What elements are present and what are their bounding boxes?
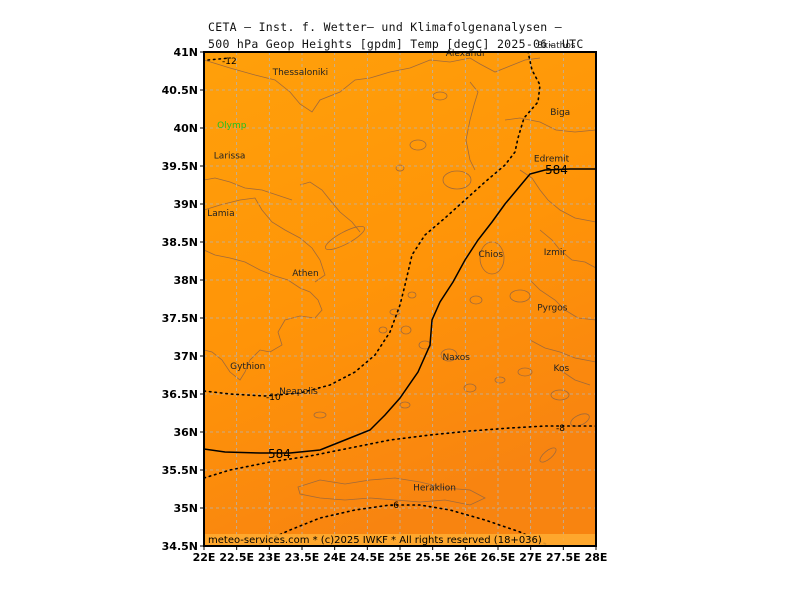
- longitude-tick-label: 24E: [323, 551, 346, 564]
- place-label: Neapolis: [279, 387, 318, 397]
- longitude-tick-label: 25E: [389, 551, 412, 564]
- place-label: Athen: [292, 269, 318, 279]
- isotherm-minus-10: [204, 52, 541, 397]
- isotherm-minus-6: [254, 504, 551, 546]
- longitude-tick-label: 24.5E: [350, 551, 385, 564]
- longitude-tick-label: 28E: [585, 551, 608, 564]
- longitude-tick-label: 23E: [258, 551, 281, 564]
- graticule: [204, 52, 596, 546]
- longitude-tick-label: 23.5E: [285, 551, 320, 564]
- isotherm-label-minus-6: -6: [390, 501, 399, 511]
- latitude-tick-label: 37.5N: [162, 312, 198, 325]
- place-label: Alexandr: [446, 49, 486, 59]
- place-label: Larissa: [214, 151, 246, 161]
- contour-label-584-east: 584: [545, 163, 568, 177]
- place-labels: Thessaloniki Alexandr Skiathos Olymp Biga Lar…: [207, 41, 576, 493]
- latitude-tick-label: 36N: [173, 426, 198, 439]
- place-label: Chios: [478, 250, 503, 260]
- latitude-tick-label: 39N: [173, 198, 198, 211]
- contour-label-584-west: 584: [268, 447, 291, 461]
- place-label: Skiathos: [537, 41, 576, 51]
- coastline-layer: [204, 57, 596, 506]
- place-label: Izmir: [544, 248, 567, 258]
- contour-labels: 584 584 -12 -10 -8 -6: [222, 57, 568, 511]
- map-title-line1: CETA – Inst. f. Wetter– und Klimafolgena…: [208, 20, 562, 34]
- longitude-labels: 22E 22.5E 23E 23.5E 24E 24.5E 25E 25.5E 26E 26.5E…: [193, 546, 608, 564]
- place-label: Biga: [550, 108, 570, 118]
- longitude-tick-label: 26.5E: [481, 551, 516, 564]
- latitude-tick-label: 41N: [173, 46, 198, 59]
- latitude-tick-label: 36.5N: [162, 388, 198, 401]
- latitude-labels: 41N 40.5N 40N 39.5N 39N 38.5N 38N 37.5N 37N 36.5N…: [162, 46, 204, 553]
- place-label: Lamia: [207, 209, 234, 219]
- latitude-tick-label: 38N: [173, 274, 198, 287]
- isotherm-label-minus-10: -10: [266, 393, 281, 403]
- longitude-tick-label: 26E: [454, 551, 477, 564]
- place-label: Kos: [554, 364, 570, 374]
- latitude-tick-label: 35.5N: [162, 464, 198, 477]
- place-label: Pyrgos: [537, 303, 568, 313]
- copyright-footer: meteo-services.com * (c)2025 IWKF * All …: [208, 535, 542, 546]
- isotherm-label-minus-12: -12: [222, 57, 237, 67]
- height-contour-584: [204, 168, 596, 454]
- isotherm-minus-12: [207, 57, 231, 61]
- longitude-tick-label: 27E: [519, 551, 542, 564]
- latitude-tick-label: 37N: [173, 350, 198, 363]
- place-label: Edremit: [534, 154, 570, 164]
- latitude-tick-label: 40N: [173, 122, 198, 135]
- map-title-line2: 500 hPa Geop Heights [gpdm] Temp [degC] …: [208, 37, 584, 51]
- isotherm-minus-8: [204, 425, 596, 479]
- longitude-tick-label: 22.5E: [219, 551, 254, 564]
- longitude-tick-label: 25.5E: [415, 551, 450, 564]
- latitude-tick-label: 35N: [173, 502, 198, 515]
- place-label: Olymp: [217, 121, 247, 131]
- footer-band: [205, 534, 595, 545]
- latitude-tick-label: 40.5N: [162, 84, 198, 97]
- latitude-tick-label: 38.5N: [162, 236, 198, 249]
- place-label: Heraklion: [413, 484, 456, 494]
- latitude-tick-label: 39.5N: [162, 160, 198, 173]
- isotherm-label-minus-8: -8: [556, 424, 565, 434]
- place-label: Gythion: [230, 362, 265, 372]
- longitude-tick-label: 27.5E: [546, 551, 581, 564]
- place-label: Thessaloniki: [272, 68, 329, 78]
- place-label: Naxos: [442, 353, 470, 363]
- latitude-tick-label: 34.5N: [162, 540, 198, 553]
- contour-layer: [204, 52, 596, 546]
- longitude-tick-label: 22E: [193, 551, 216, 564]
